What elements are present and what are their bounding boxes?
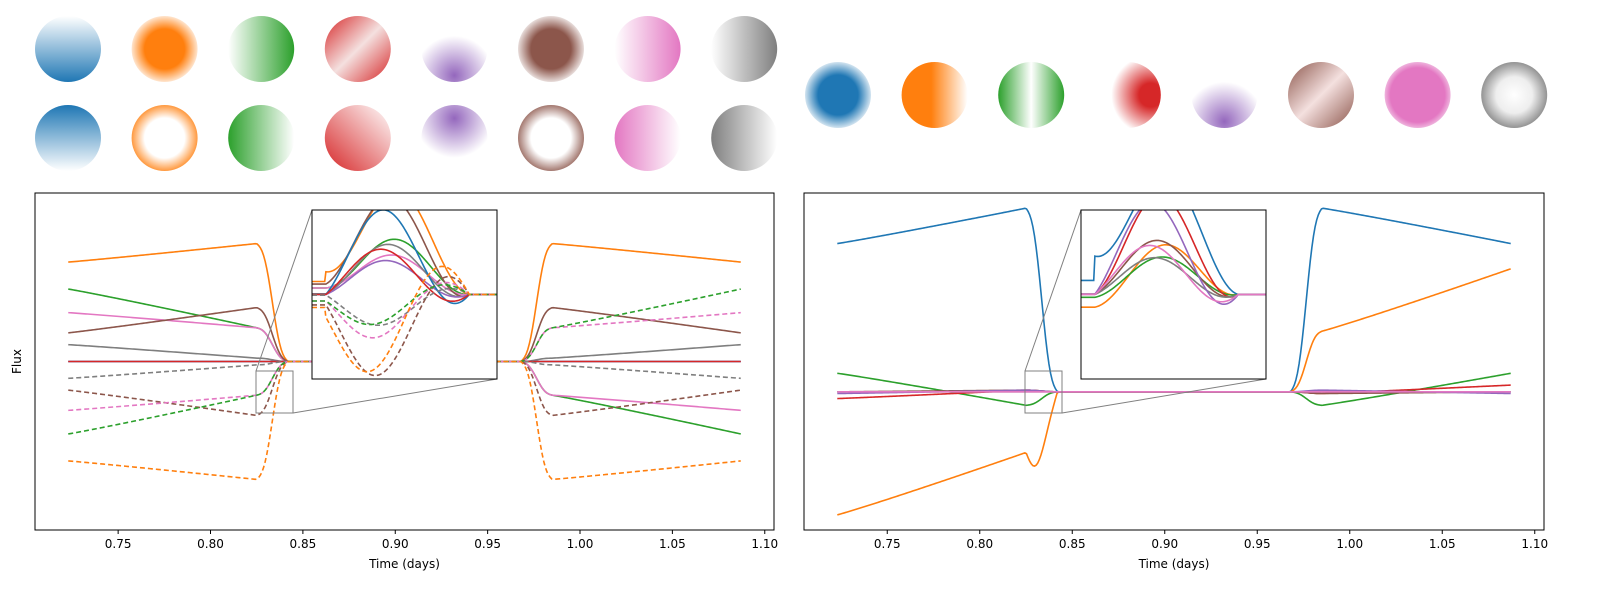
axes-frame [803, 192, 1545, 531]
inset-series-line-red-solid [312, 248, 497, 302]
inset-connector [1024, 209, 1082, 372]
top-sphere-blue [35, 16, 101, 82]
inset-series-line-orange-solid [312, 210, 497, 296]
right-sphere-orange [901, 62, 968, 128]
right-sphere-gray [1481, 62, 1548, 128]
bottom-sphere-gray [711, 105, 778, 171]
top-sphere-green [228, 16, 295, 82]
bottom-sphere-red [324, 105, 391, 171]
x-tick-label: 1.00 [567, 537, 594, 551]
inset-series-line-gray-solid [1081, 256, 1266, 298]
inset-connector [1061, 378, 1267, 414]
bottom-sphere-brown [518, 105, 584, 171]
x-tick-label: 1.00 [1336, 537, 1363, 551]
x-tick-label: 0.90 [1151, 537, 1178, 551]
x-tick-label: 1.05 [659, 537, 686, 551]
right-sphere-green [998, 62, 1065, 128]
zoom-region-box [255, 370, 294, 414]
inset-series-line-pink-dashed [312, 281, 497, 339]
zoom-region-box [1024, 370, 1063, 414]
inset-frame [311, 209, 498, 380]
series-line-orange-dashed [68, 360, 741, 481]
inset-series-line-gray-dashed [312, 287, 497, 327]
inset-frame [1080, 209, 1267, 380]
x-tick-label: 0.80 [197, 537, 224, 551]
inset-series-line-orange-dashed [312, 265, 497, 373]
bottom-sphere-pink [614, 105, 681, 171]
inset-series-line-purple-solid [312, 259, 497, 298]
inset-series-lines [312, 210, 497, 377]
right-sphere-brown [1288, 62, 1354, 128]
x-tick-label: 0.85 [1059, 537, 1086, 551]
x-axis-label: Time (days) [368, 557, 440, 571]
top-sphere-red [324, 16, 391, 82]
inset-series-line-green-dashed [312, 284, 497, 326]
x-tick-label: 0.85 [290, 537, 317, 551]
inset-series-line-purple-solid [1081, 210, 1266, 305]
x-tick-label: 0.75 [105, 537, 132, 551]
bottom-sphere-blue [35, 105, 101, 171]
x-tick-label: 1.05 [1429, 537, 1456, 551]
right-sphere-red [1094, 62, 1161, 128]
x-tick-label: 0.80 [966, 537, 993, 551]
top-sphere-brown [518, 16, 584, 82]
right-sphere-purple [1191, 62, 1258, 128]
inset-series-line-pink-solid [1081, 244, 1266, 303]
y-axis-label: Flux [10, 349, 24, 374]
x-tick-label: 0.90 [382, 537, 409, 551]
left-light-curve-panel: 0.75 0.80 0.85 0.90 0.95 1.00 1.05 1.10 Time (da… [10, 192, 778, 571]
inset-connector [292, 378, 498, 414]
x-tick-label: 1.10 [1521, 537, 1548, 551]
inset-series-line-blue-solid [1081, 210, 1266, 296]
right-light-curve-panel: 0.75 0.80 0.85 0.90 0.95 1.00 1.05 1.10 Time (da… [803, 192, 1548, 571]
bottom-sphere-green [228, 105, 295, 171]
bottom-sphere-orange [131, 105, 198, 171]
right-sphere-pink [1384, 62, 1451, 128]
top-sphere-orange [131, 16, 198, 82]
x-tick-label: 0.95 [474, 537, 501, 551]
top-sphere-pink [614, 16, 681, 82]
inset-connector [255, 209, 313, 372]
inset-series-line-brown-dashed [312, 275, 497, 377]
inset-series-line-blue-solid [312, 210, 497, 305]
top-sphere-purple [421, 16, 488, 82]
inset-series-lines [1081, 210, 1266, 308]
bottom-sphere-purple [421, 105, 488, 171]
x-tick-label: 0.95 [1244, 537, 1271, 551]
x-axis-label: Time (days) [1138, 557, 1210, 571]
axes-frame [34, 192, 775, 531]
top-sphere-gray [711, 16, 778, 82]
sphere-row [35, 16, 1548, 171]
x-tick-label: 0.75 [874, 537, 901, 551]
right-sphere-blue [805, 62, 871, 128]
series-lines [837, 207, 1511, 516]
x-tick-label: 1.10 [751, 537, 778, 551]
